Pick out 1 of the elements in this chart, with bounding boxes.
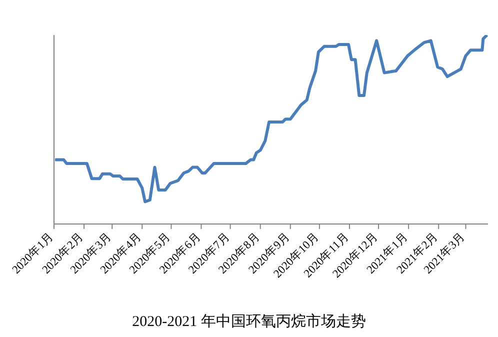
text: 2020-2021 年中国环氧丙烷市场走势 [131,312,367,331]
